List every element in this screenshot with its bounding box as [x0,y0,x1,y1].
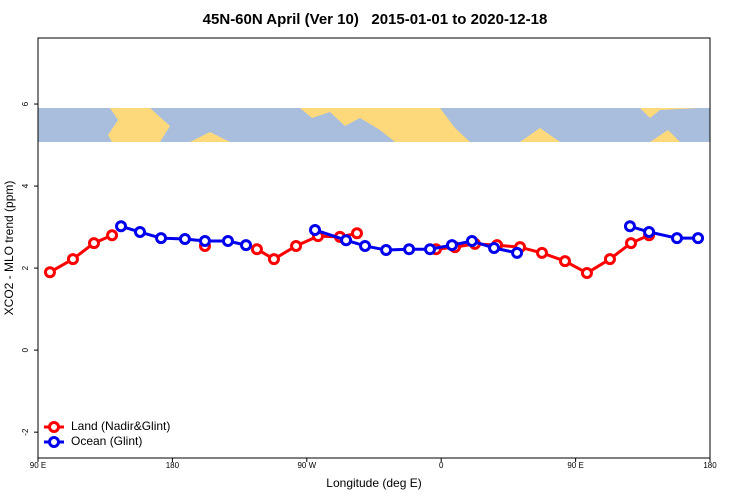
x-tick-label: 180 [703,461,717,470]
point [267,253,280,266]
y-tick-label: 6 [21,101,30,106]
point [198,235,211,248]
point [488,242,501,254]
point [350,227,363,240]
point [43,266,56,279]
x-tick-label: 180 [166,461,180,470]
point [643,226,656,239]
x-tick-label: 90 E [30,461,46,470]
point [359,239,372,252]
legend-label: Land (Nadir&Glint) [71,419,170,433]
legend-label: Ocean (Glint) [71,434,142,448]
x-tick-label: 90 E [567,461,583,470]
point [465,235,478,248]
point [240,239,253,252]
point [623,220,636,233]
map-band [38,108,710,142]
plot-frame [37,37,711,459]
point [625,237,638,250]
y-axis-label: XCO2 - MLO trend (ppm) [2,181,16,316]
y-tick-label: 0 [21,347,30,352]
point [221,235,234,248]
point [536,246,548,259]
point [403,243,416,256]
y-tick-label: 2 [21,265,30,270]
x-axis-label: Longitude (deg E) [326,476,421,490]
point [66,253,79,266]
point [106,229,119,242]
x-tick-label: 0 [439,461,444,470]
legend-marker [48,436,60,448]
point [250,243,263,256]
y-tick-label: -2 [21,428,30,436]
point [309,223,322,236]
point [670,232,683,245]
point [424,243,436,256]
point [445,239,458,252]
legend-marker [48,421,60,433]
point [580,267,593,280]
chart-title: 45N-60N April (Ver 10) 2015-01-01 to 202… [203,11,548,28]
point [340,234,353,247]
point [558,255,571,268]
point [133,226,146,239]
point [88,237,100,250]
point [290,239,303,252]
point [511,246,524,259]
point [178,232,191,245]
point [115,220,128,233]
point [155,232,168,245]
y-tick-label: 4 [21,183,30,188]
point [380,244,393,257]
point [692,232,705,245]
point [603,253,616,266]
x-tick-label: 90 W [297,461,316,470]
